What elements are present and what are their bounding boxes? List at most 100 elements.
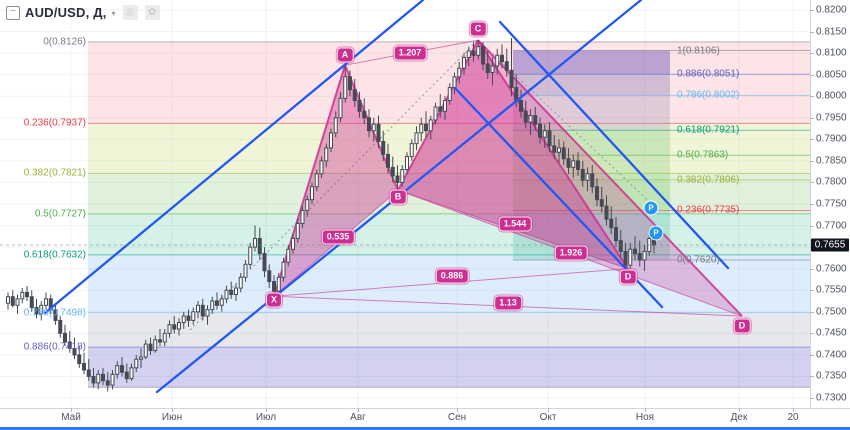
- candle-body: [371, 123, 376, 132]
- candle-body: [186, 315, 191, 321]
- pattern-point-label[interactable]: A: [336, 47, 354, 63]
- time-tick-label: Сен: [447, 412, 467, 423]
- candle-body: [20, 291, 25, 300]
- candle-body: [6, 296, 10, 304]
- pattern-line[interactable]: [477, 39, 629, 270]
- pattern-point-label[interactable]: D: [733, 318, 751, 334]
- candle-body: [557, 147, 561, 153]
- candle-body: [409, 143, 414, 158]
- time-tick-label: Май: [61, 412, 81, 423]
- fib-level-label: 1(0.8106): [677, 45, 720, 57]
- pattern-point-label[interactable]: C: [469, 21, 487, 37]
- trendline[interactable]: [498, 20, 730, 270]
- price-tick-label: 0.8000: [816, 90, 847, 102]
- price-tick-label: 0.7850: [816, 155, 847, 167]
- chevron-down-icon[interactable]: ▾: [111, 9, 116, 18]
- forecast-marker[interactable]: P: [648, 225, 664, 241]
- candle-body: [158, 339, 162, 343]
- forecast-marker[interactable]: P: [643, 200, 659, 216]
- price-tick-dash: [810, 182, 814, 184]
- pattern-ratio-label[interactable]: 1.207: [393, 45, 427, 61]
- time-tick-label: Окт: [539, 412, 557, 423]
- price-tick-dash: [810, 268, 814, 270]
- candle-body: [419, 123, 424, 134]
- candle-body: [329, 132, 333, 149]
- time-tick-dash: [645, 408, 646, 412]
- fib-level-label: 0.618(0.7921): [677, 124, 740, 136]
- price-tick-label: 0.7900: [816, 133, 847, 145]
- candle-body: [15, 298, 20, 306]
- fib-level-label: 0.382(0.7821): [23, 167, 86, 179]
- candle-body: [362, 110, 367, 119]
- candle-body: [405, 156, 409, 171]
- pattern-point-label[interactable]: B: [389, 189, 407, 205]
- price-tick-label: 0.8150: [816, 26, 847, 38]
- candle-body: [637, 253, 642, 261]
- candle-body: [167, 324, 172, 334]
- candle-body: [134, 358, 139, 369]
- pattern-ratio-label[interactable]: 0.886: [435, 268, 469, 284]
- candle-body: [590, 173, 595, 188]
- fib-level-label: 0(0.8126): [43, 36, 86, 48]
- candle-body: [533, 115, 538, 125]
- dashed-trendline[interactable]: [189, 39, 479, 331]
- pattern-line[interactable]: [344, 64, 399, 191]
- candle-body: [196, 304, 200, 313]
- pattern-ratio-label[interactable]: 1.544: [498, 216, 532, 232]
- candle-body: [500, 54, 504, 63]
- candle-body: [272, 281, 276, 292]
- candle-body: [561, 147, 566, 160]
- chart-canvas[interactable]: [0, 0, 810, 408]
- pattern-line[interactable]: [273, 64, 346, 297]
- candle-body: [243, 263, 248, 278]
- gear-icon[interactable]: ✿: [144, 5, 160, 20]
- fib-level-label: 0.5(0.7727): [34, 208, 86, 220]
- fib-band: [88, 41, 810, 124]
- fib-level-label: 0.886(0.8051): [677, 68, 740, 80]
- pattern-line[interactable]: [477, 39, 743, 317]
- price-tick-dash: [810, 376, 814, 378]
- candle-body: [481, 46, 485, 65]
- pattern-point-label[interactable]: D: [619, 269, 637, 285]
- price-tick-label: 0.7950: [816, 112, 847, 124]
- time-tick-label: Июн: [161, 412, 183, 423]
- candle-body: [319, 160, 324, 175]
- fib-level-label: 0.618(0.7632): [23, 249, 86, 261]
- time-tick-dash: [739, 408, 740, 412]
- candle-body: [400, 169, 405, 183]
- candle-body: [177, 322, 181, 330]
- candle-body: [538, 123, 542, 138]
- circle-icon[interactable]: ◎: [122, 5, 138, 20]
- pattern-point-label[interactable]: X: [265, 292, 283, 308]
- pattern-ratio-label[interactable]: 1.926: [554, 245, 588, 261]
- pattern-ratio-label[interactable]: 1.13: [494, 295, 522, 311]
- candlestick-series: [6, 38, 656, 392]
- time-tick-label: Ноя: [635, 412, 655, 423]
- candle-body: [139, 356, 143, 360]
- candle-body: [72, 347, 77, 356]
- candle-body: [200, 304, 205, 317]
- trendline[interactable]: [43, 0, 425, 315]
- candle-body: [395, 175, 400, 183]
- price-tick-dash: [810, 139, 814, 141]
- price-tick-dash: [810, 96, 814, 98]
- fib-level-label: 0.886(0.7418): [23, 341, 86, 353]
- collapse-icon[interactable]: −: [6, 5, 20, 20]
- time-tick-dash: [172, 408, 173, 412]
- candle-body: [77, 354, 82, 365]
- price-tick-dash: [810, 74, 814, 76]
- candle-body: [609, 218, 614, 229]
- candle-body: [618, 240, 623, 252]
- pattern-ratio-label[interactable]: 0.535: [321, 229, 355, 245]
- symbol-title[interactable]: AUD/USD, Д,: [25, 5, 107, 20]
- candle-body: [262, 253, 267, 272]
- candle-body: [424, 123, 428, 132]
- fib-level-label: 0.5(0.7863): [677, 149, 729, 161]
- candle-body: [105, 380, 110, 386]
- candle-body: [101, 373, 105, 382]
- candle-body: [291, 237, 295, 250]
- price-tick-dash: [810, 333, 814, 335]
- time-tick-dash: [266, 408, 267, 412]
- candle-body: [210, 300, 215, 311]
- candle-body: [286, 248, 291, 263]
